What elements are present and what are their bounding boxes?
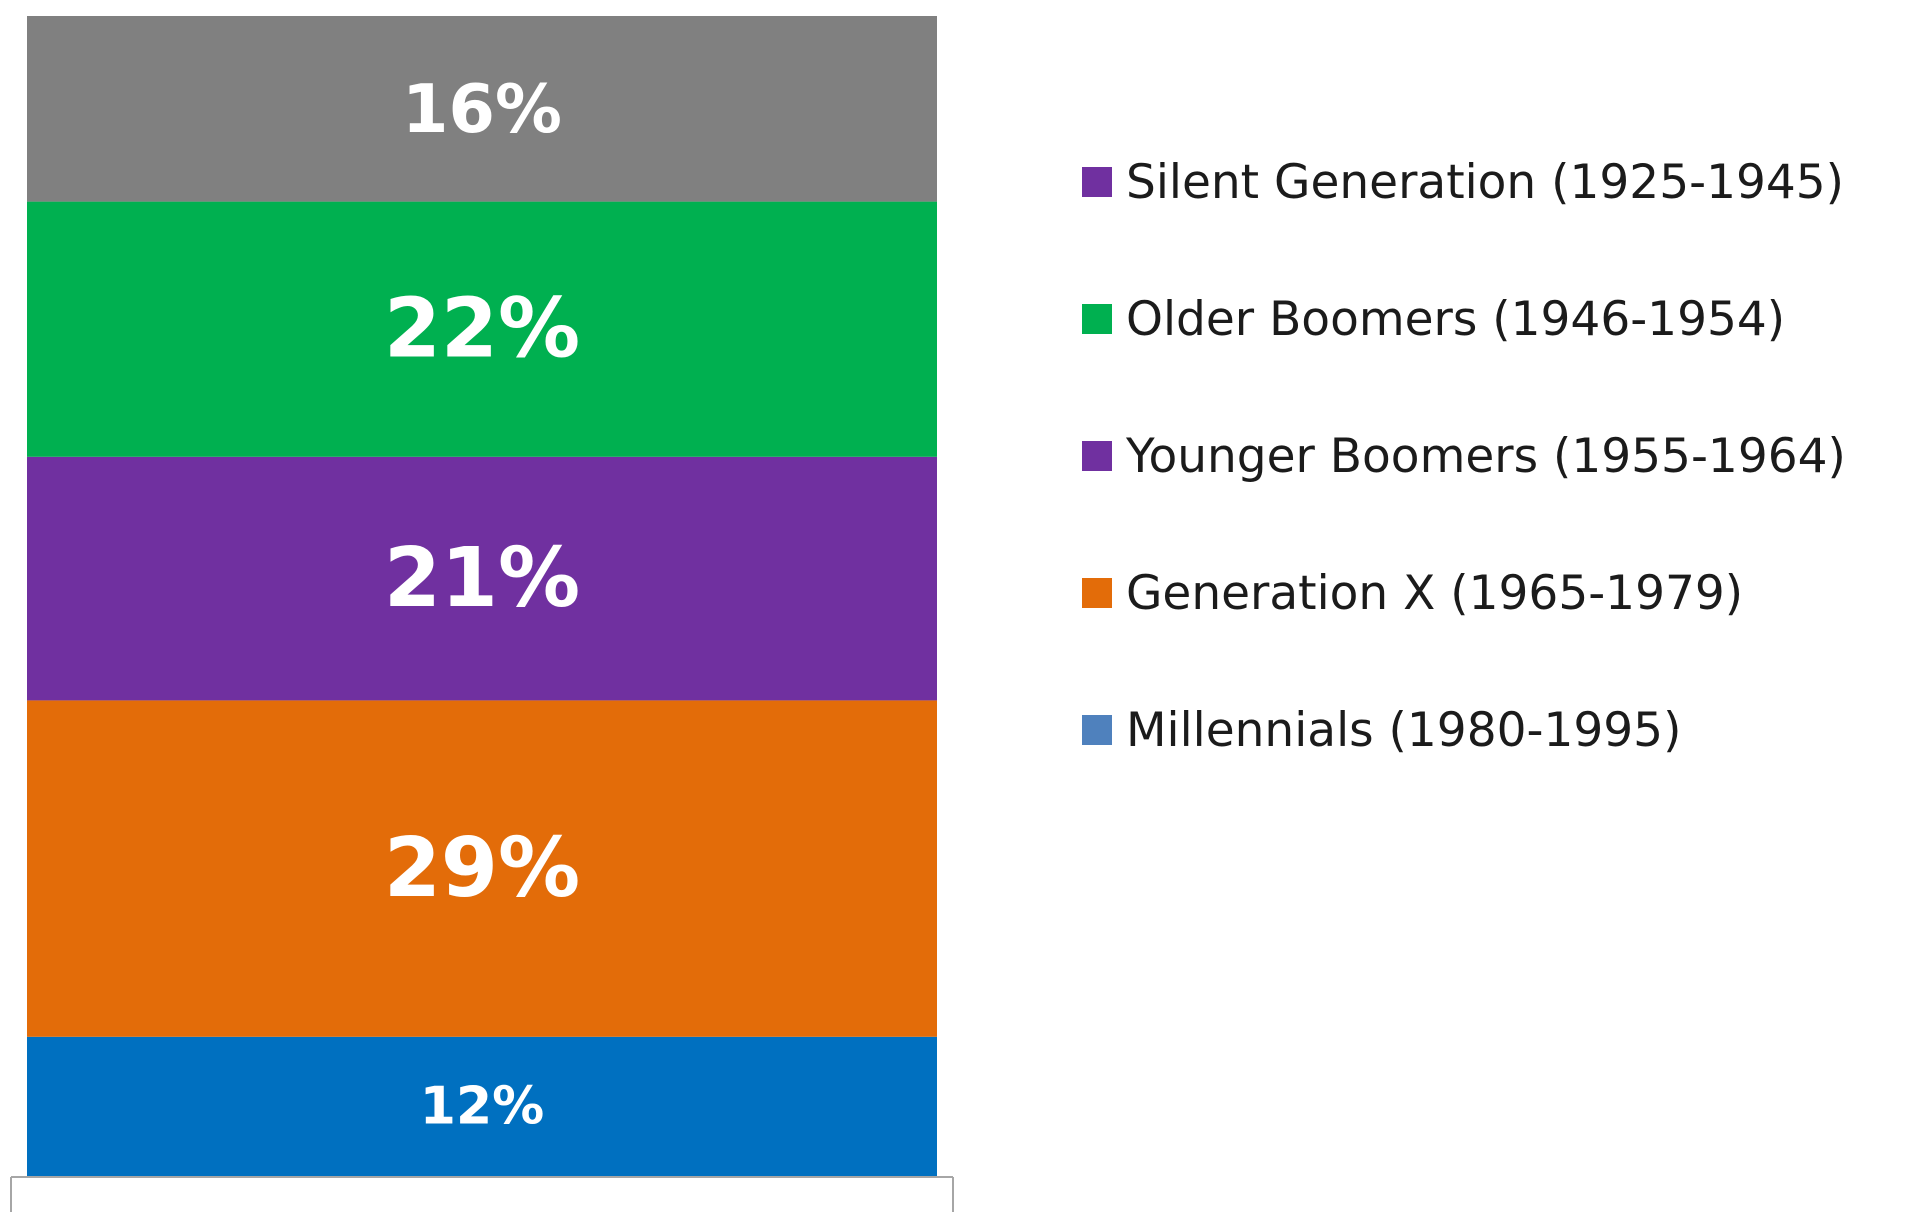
category-axis	[10, 1176, 954, 1213]
bar-segment-4	[27, 16, 937, 202]
legend-label-3: Generation X (1965-1979)	[1126, 565, 1744, 621]
legend-item-0: Silent Generation (1925-1945)	[1082, 150, 1844, 214]
legend-item-4: Millennials (1980-1995)	[1082, 698, 1681, 762]
legend-item-3: Generation X (1965-1979)	[1082, 561, 1743, 625]
legend-swatch-2	[1082, 441, 1112, 471]
bar-segment-2	[27, 456, 937, 701]
legend-swatch-1	[1082, 304, 1112, 334]
bar-segment-0	[27, 1036, 937, 1176]
data-label-1: 29%	[384, 821, 580, 916]
legend-swatch-0	[1082, 167, 1112, 197]
data-label-0: 12%	[420, 1076, 544, 1136]
legend-swatch-3	[1082, 578, 1112, 608]
bar-segments	[27, 16, 937, 1176]
data-label-4: 16%	[402, 70, 562, 148]
legend-item-1: Older Boomers (1946-1954)	[1082, 287, 1785, 351]
data-label-2: 21%	[384, 531, 580, 626]
bar-segment-3	[27, 201, 937, 457]
legend-label-1: Older Boomers (1946-1954)	[1126, 291, 1786, 347]
legend-item-2: Younger Boomers (1955-1964)	[1082, 424, 1846, 488]
data-labels: 12% 29% 21% 22% 16%	[384, 70, 580, 1137]
legend-swatch-4	[1082, 715, 1112, 745]
data-label-3: 22%	[384, 282, 580, 377]
legend-label-4: Millennials (1980-1995)	[1126, 702, 1682, 758]
bar-segment-1	[27, 700, 937, 1037]
legend-label-2: Younger Boomers (1955-1964)	[1126, 428, 1846, 484]
legend-label-0: Silent Generation (1925-1945)	[1126, 154, 1845, 210]
